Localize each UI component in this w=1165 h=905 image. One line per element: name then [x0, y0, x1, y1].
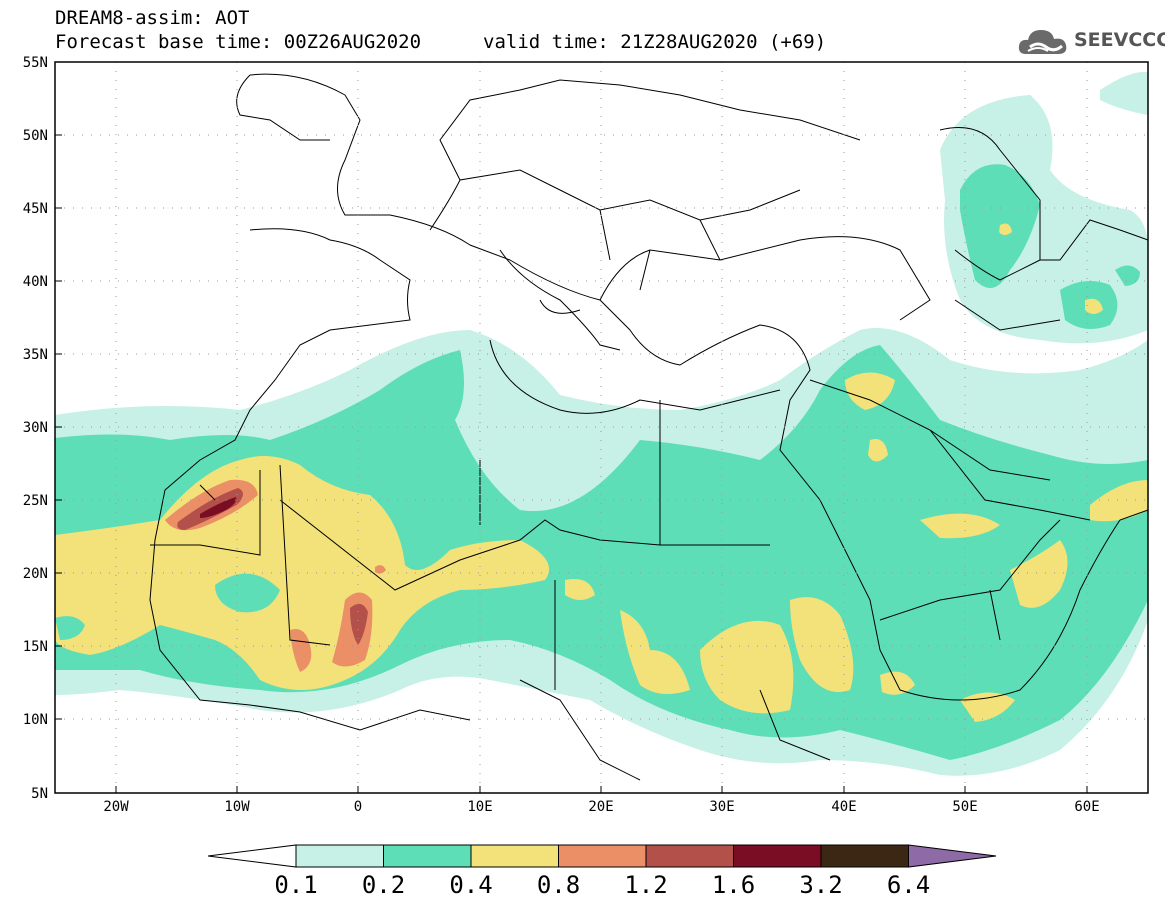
lon-label: 30E — [709, 799, 734, 815]
colorbar-segment-high — [908, 844, 997, 868]
colorbar-label: 0.1 — [274, 871, 317, 899]
colorbar-label: 3.2 — [799, 871, 842, 899]
lon-label: 40E — [831, 799, 856, 815]
colorbar-label: 6.4 — [887, 871, 930, 899]
lon-label: 0 — [354, 799, 362, 815]
lat-label: 55N — [23, 55, 48, 71]
lat-label: 45N — [23, 201, 48, 217]
coastlines-borders — [149, 73, 1148, 781]
forecast-base-time: Forecast base time: 00Z26AUG2020 — [55, 31, 422, 53]
lat-label: 10N — [23, 712, 48, 728]
lat-label: 35N — [23, 347, 48, 363]
colorbar-segment — [820, 844, 909, 868]
lon-label: 60E — [1074, 799, 1099, 815]
colorbar-segment — [558, 844, 647, 868]
seevccc-logo: SEEVCCC — [1016, 24, 1165, 58]
lat-label: 15N — [23, 639, 48, 655]
lat-label: 25N — [23, 493, 48, 509]
lat-label: 30N — [23, 420, 48, 436]
map-title: DREAM8-assim: AOT — [55, 7, 250, 29]
lon-label: 20W — [103, 799, 129, 815]
colorbar-segment — [470, 844, 559, 868]
aot-field — [55, 71, 1148, 776]
colorbar — [207, 844, 997, 868]
lon-label: 10W — [224, 799, 250, 815]
lat-label: 5N — [31, 786, 48, 802]
colorbar-label: 0.4 — [449, 871, 492, 899]
lon-label: 20E — [588, 799, 613, 815]
logo-text: SEEVCCC — [1074, 29, 1165, 51]
colorbar-label: 0.2 — [362, 871, 405, 899]
cloud-icon — [1018, 30, 1067, 54]
lon-label: 10E — [467, 799, 492, 815]
colorbar-segment — [383, 844, 472, 868]
valid-time: valid time: 21Z28AUG2020 (+69) — [483, 31, 827, 53]
aot-level-1.6 — [200, 497, 237, 518]
colorbar-label: 1.2 — [624, 871, 667, 899]
colorbar-segment-low — [207, 844, 297, 868]
lat-label: 50N — [23, 128, 48, 144]
lat-label: 20N — [23, 566, 48, 582]
lat-label: 40N — [23, 274, 48, 290]
axis-ticks — [55, 61, 1088, 794]
colorbar-segment — [645, 844, 734, 868]
colorbar-segment — [733, 844, 822, 868]
colorbar-segment — [295, 844, 384, 868]
colorbar-label: 1.6 — [712, 871, 755, 899]
colorbar-label: 0.8 — [537, 871, 580, 899]
lon-label: 50E — [952, 799, 977, 815]
